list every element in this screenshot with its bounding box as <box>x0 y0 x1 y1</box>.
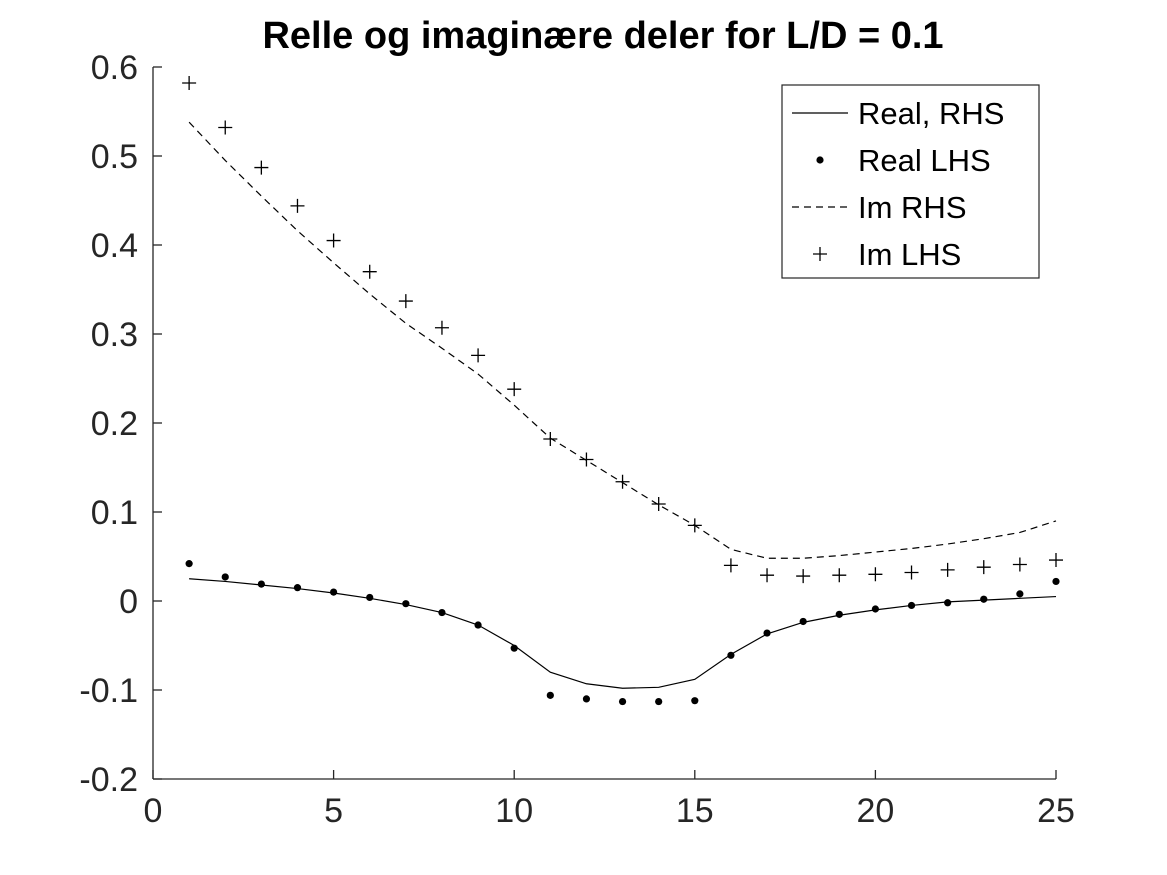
data-point <box>618 697 627 706</box>
data-point <box>254 160 269 175</box>
data-point <box>434 320 449 335</box>
data-point <box>221 573 229 581</box>
legend-label: Im RHS <box>858 190 967 225</box>
legend-swatch <box>813 247 827 261</box>
data-point <box>655 697 663 706</box>
data-point <box>723 558 738 573</box>
data-point <box>218 120 233 135</box>
legend: Real, RHS Real LHS Im RHS Im LHS <box>781 84 1040 279</box>
series-layer <box>182 76 1063 706</box>
legend-label: Im LHS <box>858 237 961 272</box>
data-point <box>871 605 880 613</box>
legend-item-im-rhs: Im RHS <box>792 190 967 225</box>
data-point <box>1016 590 1024 598</box>
data-point <box>976 560 991 575</box>
data-point <box>615 474 630 489</box>
legend-item-im-lhs: Im LHS <box>813 237 961 272</box>
y-tick-label: 0.6 <box>91 49 138 87</box>
y-tick-label: -0.1 <box>79 672 138 710</box>
y-tick-label: -0.2 <box>79 761 138 799</box>
legend-item-real-lhs: Real LHS <box>816 143 991 178</box>
data-point <box>760 568 775 583</box>
data-point <box>835 610 843 618</box>
x-axis: 0 5 10 15 20 25 <box>144 770 1075 830</box>
data-point <box>474 621 482 629</box>
data-point <box>1052 577 1060 586</box>
data-point <box>651 496 666 511</box>
legend-box <box>781 84 1040 279</box>
data-point <box>543 432 558 447</box>
y-tick-label: 0.5 <box>91 138 138 176</box>
data-point <box>763 629 771 637</box>
data-point <box>582 695 591 703</box>
data-point <box>579 452 594 467</box>
y-tick-label: 0.1 <box>91 494 138 532</box>
x-tick-label: 25 <box>1037 792 1075 830</box>
x-tick-label: 0 <box>144 792 163 830</box>
data-point <box>182 76 197 91</box>
data-point <box>904 565 919 580</box>
data-point <box>293 584 302 592</box>
data-point <box>727 651 735 659</box>
data-point <box>1049 553 1063 568</box>
data-point <box>799 617 807 626</box>
series-real-lhs <box>185 560 1060 706</box>
data-point <box>402 600 410 608</box>
data-point <box>438 608 446 617</box>
data-point <box>832 568 847 583</box>
data-point <box>398 294 413 309</box>
x-tick-label: 10 <box>495 792 533 830</box>
data-point <box>510 644 518 652</box>
data-point <box>290 198 305 213</box>
x-tick-label: 5 <box>324 792 343 830</box>
y-tick-label: 0.2 <box>91 405 138 443</box>
data-point <box>185 560 193 568</box>
data-point <box>1012 557 1027 572</box>
y-tick-label: 0 <box>119 583 138 621</box>
data-point <box>330 588 338 596</box>
data-point <box>546 691 554 699</box>
data-point <box>362 264 377 279</box>
legend-item-real-rhs: Real, RHS <box>792 96 1004 131</box>
legend-label: Real, RHS <box>858 96 1004 131</box>
data-point <box>366 593 374 602</box>
data-point <box>907 601 916 610</box>
y-tick-label: 0.4 <box>91 227 138 265</box>
data-point <box>326 233 341 248</box>
y-axis: -0.2 -0.1 0 0.1 0.2 0.3 0.4 0.5 0.6 <box>79 49 162 799</box>
data-point <box>980 595 988 603</box>
chart-title: Relle og imaginære deler for L/D = 0.1 <box>262 15 943 57</box>
data-point <box>868 567 883 582</box>
legend-swatch <box>816 156 824 164</box>
data-point <box>944 599 952 607</box>
data-point <box>940 562 955 577</box>
legend-label: Real LHS <box>858 143 991 178</box>
data-point <box>687 518 702 533</box>
y-tick-label: 0.3 <box>91 316 138 354</box>
data-point <box>796 569 811 584</box>
data-point <box>471 348 486 363</box>
x-tick-label: 20 <box>856 792 894 830</box>
series-im-lhs <box>182 76 1063 584</box>
data-point <box>691 697 699 705</box>
data-point <box>257 580 265 588</box>
x-tick-label: 15 <box>676 792 714 830</box>
data-point <box>507 382 522 397</box>
